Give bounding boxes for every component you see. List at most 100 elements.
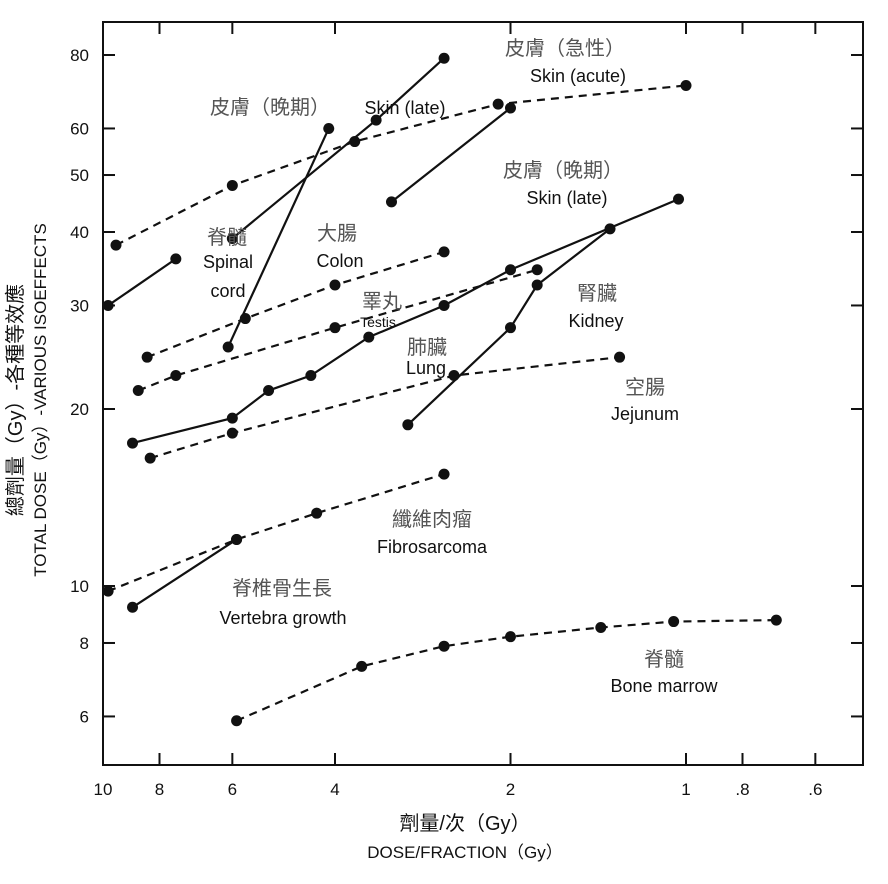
y-tick-label: 50 <box>70 166 89 185</box>
plot-frame <box>102 21 864 766</box>
data-point <box>311 507 323 519</box>
data-point <box>385 196 397 208</box>
data-point <box>504 264 516 276</box>
x-tick-label: 1 <box>681 780 690 799</box>
y-tick-label: 60 <box>70 119 89 138</box>
data-point <box>370 114 382 126</box>
data-point <box>329 279 341 291</box>
series-testis <box>132 264 543 397</box>
data-point <box>438 640 450 652</box>
y-tick-label: 8 <box>80 634 89 653</box>
series-bone-marrow <box>231 614 782 727</box>
series-line <box>407 227 611 426</box>
data-point <box>329 322 341 334</box>
annotation-en: Lung <box>406 358 446 378</box>
series-line <box>149 356 620 460</box>
annotation-jejunum: 空腸 Jejunum <box>611 376 679 424</box>
x-axis-title: DOSE/FRACTION（Gy） <box>367 843 563 862</box>
data-point <box>770 614 782 626</box>
data-point <box>504 102 516 114</box>
annotation-en: Skin (acute) <box>530 66 626 86</box>
series-vertebra-growth <box>127 533 243 613</box>
series-line <box>146 250 445 359</box>
y-tick-label: 30 <box>70 296 89 315</box>
x-tick-label: .8 <box>735 780 749 799</box>
annotation-skin-acute: 皮膚（急性） Skin (acute) <box>505 37 626 86</box>
data-point <box>226 427 238 439</box>
series-line <box>115 84 687 247</box>
annotation-en: Fibrosarcoma <box>377 537 488 557</box>
annotation-en: Skin (late) <box>526 188 607 208</box>
data-point <box>231 533 243 545</box>
data-point <box>305 370 317 382</box>
data-point <box>132 385 144 397</box>
axis-ticks: 10 8 6 4 2 1 .8 .6 6 8 10 20 30 40 50 60 80 <box>70 22 863 799</box>
data-point <box>141 351 153 363</box>
data-point <box>438 246 450 258</box>
annotation-en: Skin (late) <box>364 98 445 118</box>
annotation-en-line2: cord <box>210 281 245 301</box>
data-point <box>531 279 543 291</box>
data-point <box>127 601 139 613</box>
annotation-en: Kidney <box>568 311 623 331</box>
data-point <box>127 437 139 449</box>
series-spinal-cord <box>222 122 335 353</box>
series-line <box>107 473 445 593</box>
y-tick-label: 40 <box>70 223 89 242</box>
annotation-cn: 皮膚（晚期） <box>210 96 330 119</box>
annotation-cn: 空腸 <box>625 376 665 399</box>
series-layer <box>102 52 782 727</box>
annotation-cn: 大腸 <box>317 222 357 245</box>
annotation-skin-late: 皮膚（晚期） Skin (late) <box>210 96 446 119</box>
data-point <box>239 313 251 325</box>
annotation-cn: 纖維肉瘤 <box>392 508 472 531</box>
annotation-colon: 大腸 Colon <box>316 222 363 271</box>
data-point <box>595 622 607 634</box>
series-line <box>132 198 679 445</box>
annotation-cn: 脊椎骨生長 <box>232 577 332 600</box>
data-point <box>604 223 616 235</box>
x-tick-label: 8 <box>155 780 164 799</box>
data-point <box>263 385 275 397</box>
data-point <box>110 239 122 251</box>
data-point <box>504 631 516 643</box>
series-line <box>390 107 512 203</box>
x-tick-label: 2 <box>506 780 515 799</box>
x-tick-label: .6 <box>808 780 822 799</box>
series-fibrosarcoma <box>102 468 450 597</box>
data-point <box>226 232 238 244</box>
series-skin-late <box>226 52 450 244</box>
annotation-en: Jejunum <box>611 404 679 424</box>
data-point <box>102 299 114 311</box>
data-point <box>226 179 238 191</box>
data-point <box>504 322 516 334</box>
data-point <box>614 351 626 363</box>
y-tick-label: 6 <box>80 707 89 726</box>
annotation-vertebra-growth: 脊椎骨生長 Vertebra growth <box>219 577 346 628</box>
series-colon <box>141 246 450 363</box>
data-point <box>363 331 375 343</box>
series-line <box>137 268 538 392</box>
series-line <box>107 257 177 307</box>
y-axis-title: TOTAL DOSE（Gy）-VARIOUS ISOEFFECTS <box>31 223 50 577</box>
annotation-cn: 皮膚（急性） <box>505 37 625 60</box>
annotation-cn: 皮膚（晚期） <box>503 159 623 182</box>
data-point <box>531 264 543 276</box>
y-tick-label: 80 <box>70 46 89 65</box>
series-kidney <box>402 223 616 431</box>
data-point <box>170 370 182 382</box>
data-point <box>402 419 414 431</box>
series-skin-late <box>385 102 516 208</box>
data-point <box>438 299 450 311</box>
series-line <box>227 128 330 348</box>
y-axis-title-cn: 總劑量（Gy）-各種等效應 <box>3 284 27 516</box>
data-point <box>492 98 504 110</box>
data-point <box>323 122 335 134</box>
data-point <box>102 585 114 597</box>
x-axis-title-cn: 劑量/次（Gy） <box>399 812 530 835</box>
data-point <box>668 616 680 628</box>
annotation-en: Bone marrow <box>610 676 718 696</box>
y-tick-label: 20 <box>70 400 89 419</box>
